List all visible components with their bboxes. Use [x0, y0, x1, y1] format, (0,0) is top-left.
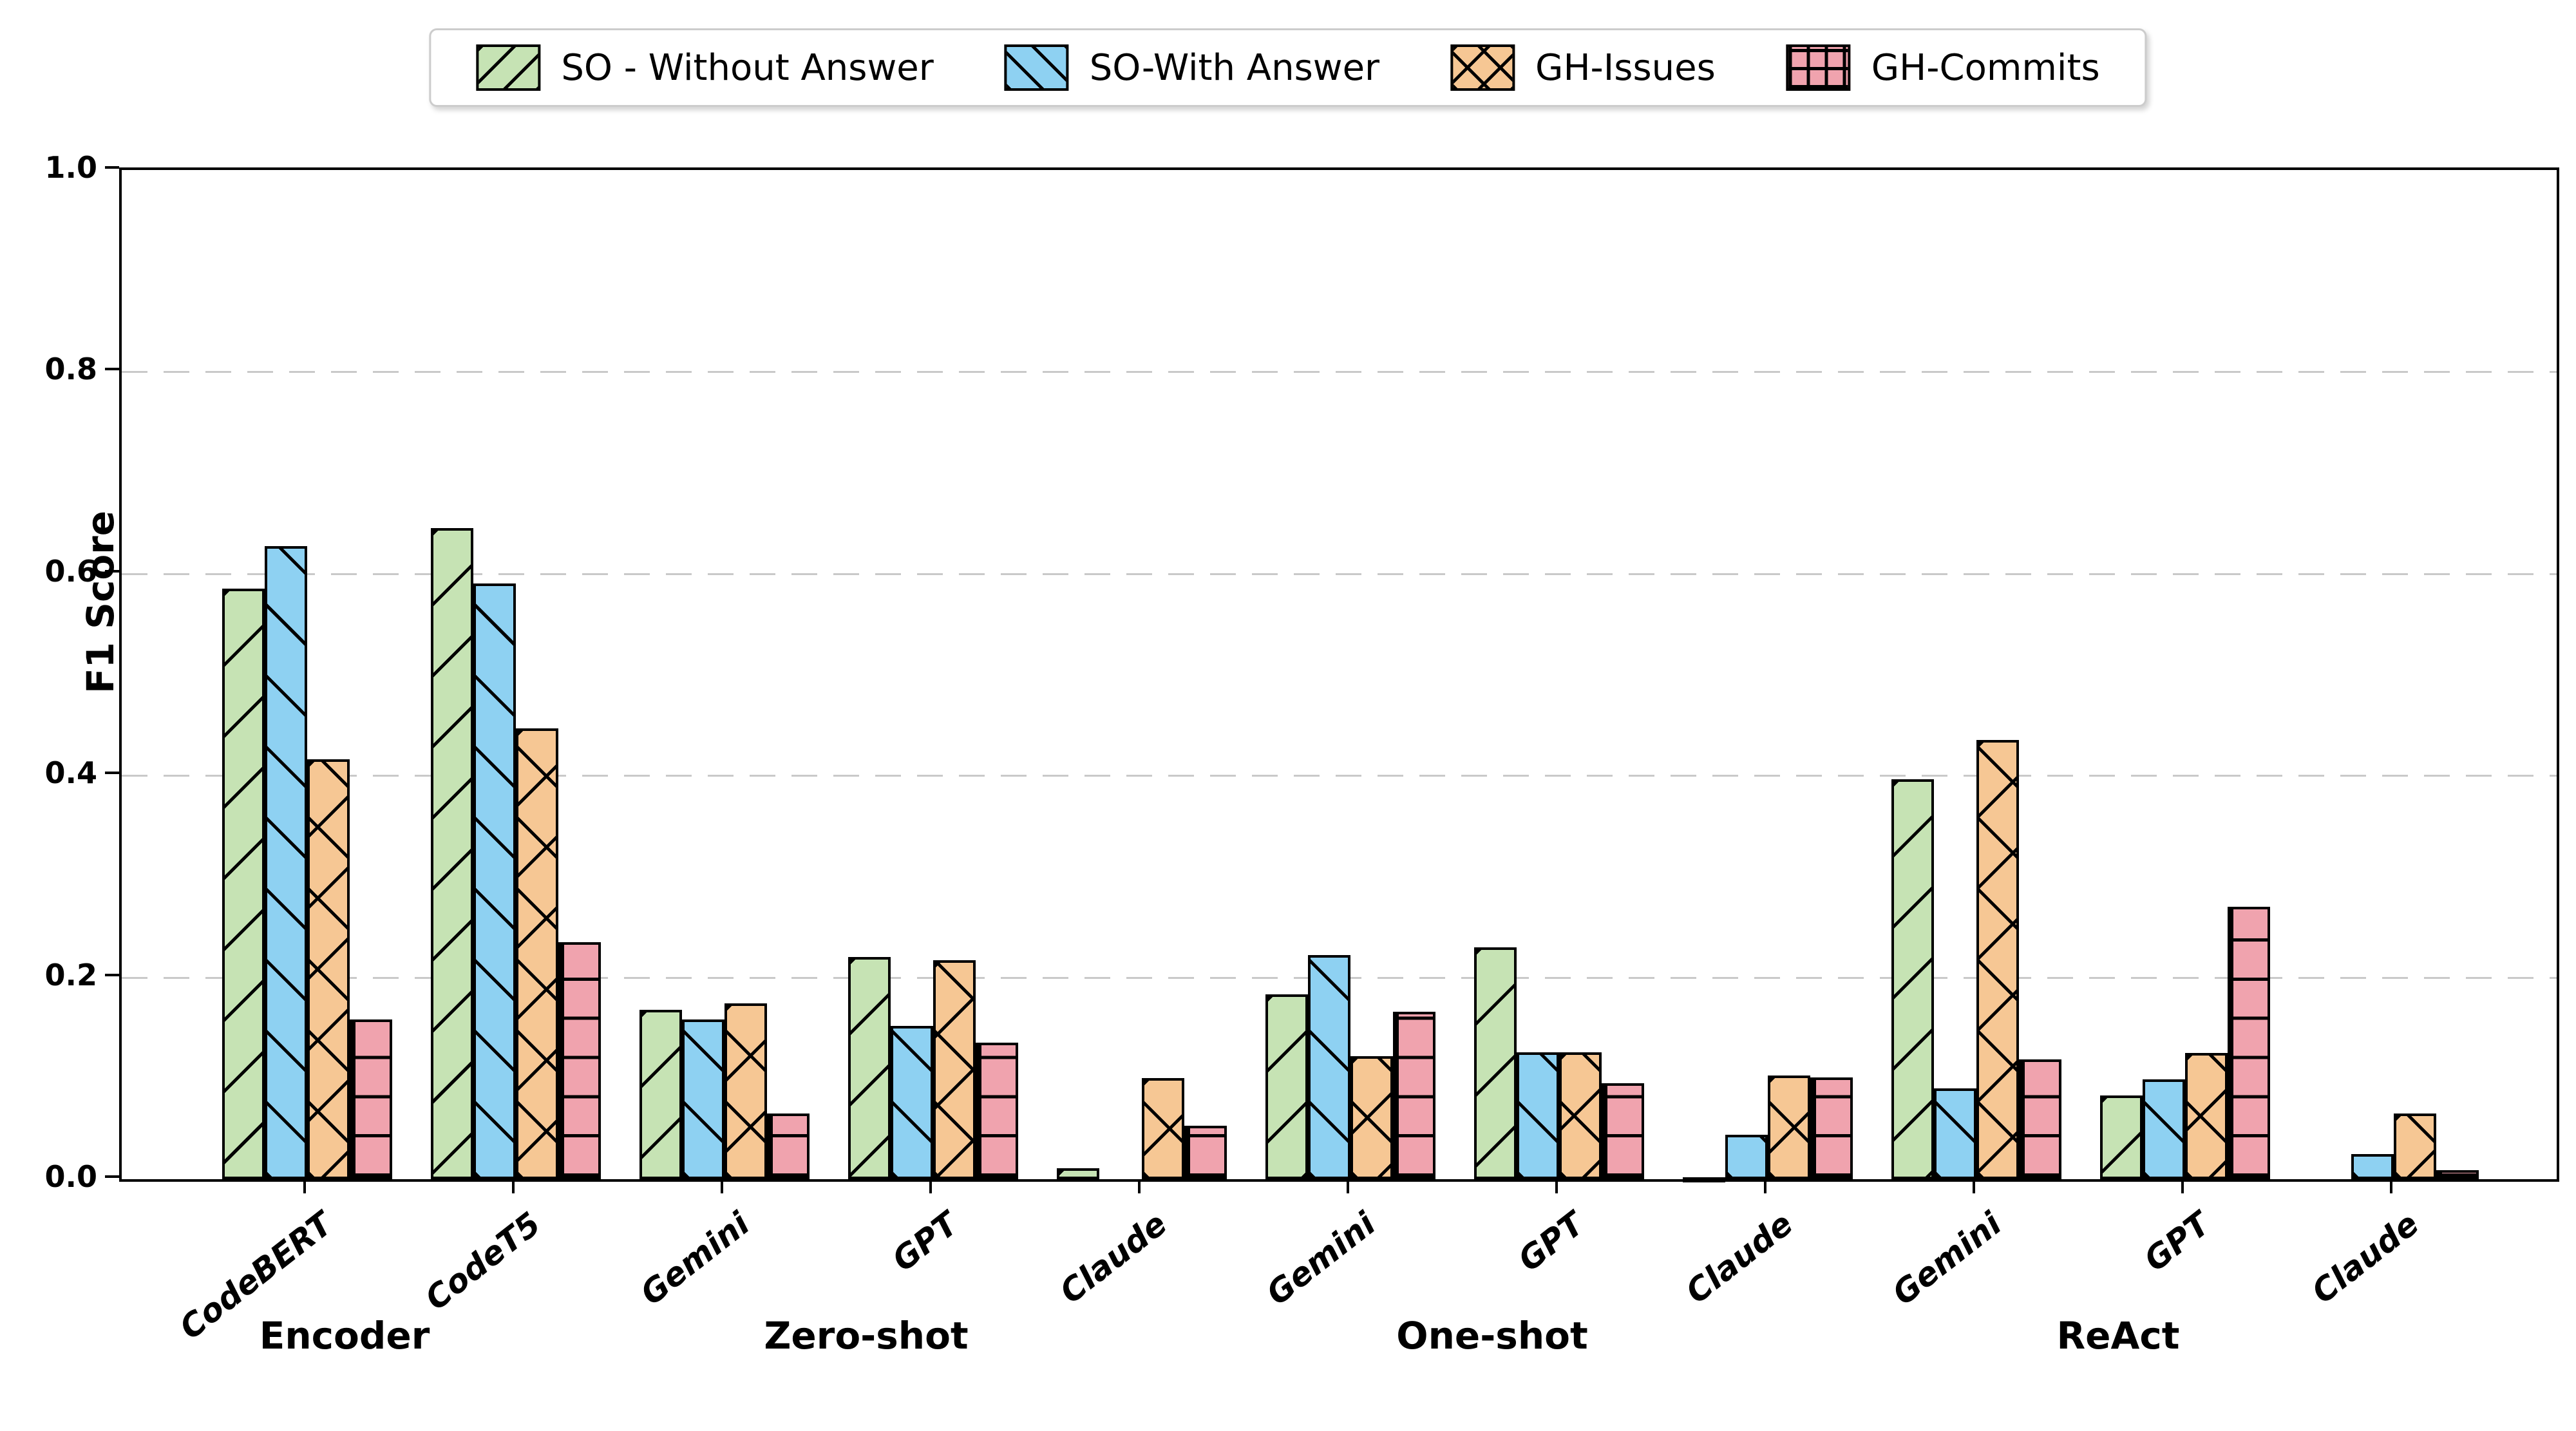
- gridline-y-0.8: [122, 371, 2557, 374]
- bar-gh-issues-gpt-3: [933, 960, 976, 1179]
- bar-gh-commits-gemini-5: [1393, 1012, 1435, 1179]
- x-tick-mark-8: [1973, 1179, 1975, 1193]
- bar-gh-issues-claude-4: [1142, 1078, 1184, 1179]
- y-tick-label-0.0: 0.0: [44, 1159, 98, 1194]
- x-tick-mark-10: [2390, 1179, 2392, 1193]
- bar-gh-issues-gpt-9: [2185, 1053, 2228, 1179]
- x-tick-label-gpt-9: GPT: [2137, 1205, 2217, 1279]
- bar-gh-issues-gemini-2: [724, 1003, 767, 1179]
- legend-item-gh-issues: GH-Issues: [1450, 44, 1716, 91]
- legend: SO - Without Answer SO-With Answer GH-Issu…: [429, 28, 2147, 107]
- x-tick-label-gpt-3: GPT: [885, 1205, 965, 1279]
- bar-so-without-answer-claude-4: [1057, 1168, 1099, 1179]
- legend-label: GH-Issues: [1535, 46, 1716, 89]
- gridline-y-0.6: [122, 573, 2557, 575]
- gridline-y-0.4: [122, 775, 2557, 777]
- bar-so-without-answer-claude-7: [1683, 1177, 1725, 1182]
- plot-area: [119, 167, 2559, 1182]
- legend-swatch-icon: [1450, 44, 1515, 91]
- section-label-react: ReAct: [2056, 1314, 2180, 1358]
- bar-so-with-answer-gemini-8: [1934, 1088, 1976, 1179]
- y-tick-mark-0.0: [105, 1175, 119, 1178]
- x-tick-label-gpt-6: GPT: [1511, 1205, 1591, 1279]
- y-tick-label-0.6: 0.6: [44, 553, 98, 589]
- bar-so-without-answer-gpt-9: [2100, 1095, 2143, 1179]
- bar-gh-commits-gpt-3: [976, 1043, 1018, 1179]
- bar-gh-commits-claude-7: [1810, 1077, 1853, 1179]
- section-label-one-shot: One-shot: [1396, 1314, 1588, 1358]
- bar-so-with-answer-codet5-1: [473, 583, 516, 1179]
- bar-gh-commits-gemini-8: [2019, 1059, 2061, 1179]
- y-tick-label-0.2: 0.2: [44, 957, 98, 992]
- bar-gh-commits-codebert-0: [350, 1019, 392, 1179]
- y-tick-mark-1.0: [105, 166, 119, 169]
- bar-gh-commits-gemini-2: [767, 1114, 810, 1179]
- x-tick-mark-6: [1555, 1179, 1558, 1193]
- x-tick-label-claude-7: Claude: [1679, 1205, 1800, 1311]
- legend-label: SO - Without Answer: [561, 46, 934, 89]
- bar-so-with-answer-claude-10: [2351, 1154, 2394, 1179]
- bar-so-without-answer-gemini-8: [1891, 779, 1934, 1179]
- y-tick-mark-0.2: [105, 973, 119, 976]
- x-tick-label-claude-10: Claude: [2305, 1205, 2426, 1311]
- y-tick-label-0.4: 0.4: [44, 755, 98, 791]
- bar-gh-issues-codet5-1: [516, 728, 558, 1179]
- x-tick-mark-9: [2181, 1179, 2184, 1193]
- legend-item-gh-commits: GH-Commits: [1786, 44, 2100, 91]
- bar-gh-issues-claude-10: [2394, 1114, 2436, 1179]
- bar-gh-issues-claude-7: [1768, 1076, 1810, 1179]
- bar-gh-commits-gpt-9: [2228, 907, 2270, 1179]
- bar-gh-commits-codet5-1: [558, 942, 601, 1179]
- x-tick-mark-1: [512, 1179, 515, 1193]
- x-tick-label-claude-4: Claude: [1053, 1205, 1174, 1311]
- bar-so-without-answer-gpt-3: [848, 957, 891, 1179]
- legend-swatch-icon: [476, 44, 541, 91]
- section-label-zero-shot: Zero-shot: [764, 1314, 969, 1358]
- bar-so-without-answer-gemini-5: [1265, 994, 1308, 1179]
- legend-item-so-with-answer: SO-With Answer: [1004, 44, 1380, 91]
- x-tick-mark-5: [1347, 1179, 1349, 1193]
- bar-so-with-answer-gemini-5: [1308, 955, 1350, 1179]
- legend-swatch-icon: [1004, 44, 1069, 91]
- legend-label: GH-Commits: [1871, 46, 2100, 89]
- bar-gh-commits-gpt-6: [1602, 1083, 1644, 1179]
- bar-so-with-answer-claude-7: [1725, 1135, 1768, 1179]
- x-tick-label-codet5-1: CodeT5: [418, 1205, 548, 1318]
- bar-so-without-answer-gpt-6: [1474, 947, 1517, 1179]
- bar-gh-issues-gemini-5: [1350, 1056, 1393, 1179]
- bar-gh-commits-claude-4: [1184, 1126, 1227, 1179]
- bar-so-with-answer-gemini-2: [682, 1019, 724, 1179]
- x-tick-mark-0: [303, 1179, 306, 1193]
- bar-so-with-answer-codebert-0: [265, 546, 307, 1179]
- y-tick-label-0.8: 0.8: [44, 352, 98, 387]
- x-tick-label-gemini-5: Gemini: [1259, 1205, 1383, 1313]
- x-tick-mark-4: [1138, 1179, 1141, 1193]
- legend-item-so-without-answer: SO - Without Answer: [476, 44, 934, 91]
- legend-label: SO-With Answer: [1089, 46, 1380, 89]
- y-tick-mark-0.8: [105, 368, 119, 371]
- bar-gh-commits-claude-10: [2436, 1170, 2479, 1179]
- bar-so-with-answer-gpt-3: [891, 1026, 933, 1179]
- section-label-encoder: Encoder: [259, 1314, 430, 1358]
- x-tick-label-gemini-8: Gemini: [1885, 1205, 2009, 1313]
- bar-gh-issues-gpt-6: [1559, 1052, 1602, 1179]
- legend-swatch-icon: [1786, 44, 1851, 91]
- x-tick-mark-3: [929, 1179, 932, 1193]
- y-tick-label-1.0: 1.0: [44, 150, 98, 185]
- bar-so-with-answer-gpt-9: [2143, 1079, 2185, 1179]
- bar-gh-issues-gemini-8: [1976, 740, 2019, 1179]
- bar-so-without-answer-codebert-0: [222, 589, 265, 1179]
- y-tick-mark-0.4: [105, 772, 119, 775]
- bar-so-without-answer-gemini-2: [639, 1010, 682, 1179]
- x-tick-mark-2: [721, 1179, 723, 1193]
- y-tick-mark-0.6: [105, 569, 119, 573]
- bar-gh-issues-codebert-0: [307, 759, 350, 1179]
- bar-so-without-answer-codet5-1: [431, 528, 473, 1179]
- x-tick-mark-7: [1764, 1179, 1766, 1193]
- y-axis-label: F1 Score: [79, 510, 123, 694]
- bar-so-with-answer-gpt-6: [1517, 1052, 1559, 1179]
- x-tick-label-gemini-2: Gemini: [633, 1205, 757, 1313]
